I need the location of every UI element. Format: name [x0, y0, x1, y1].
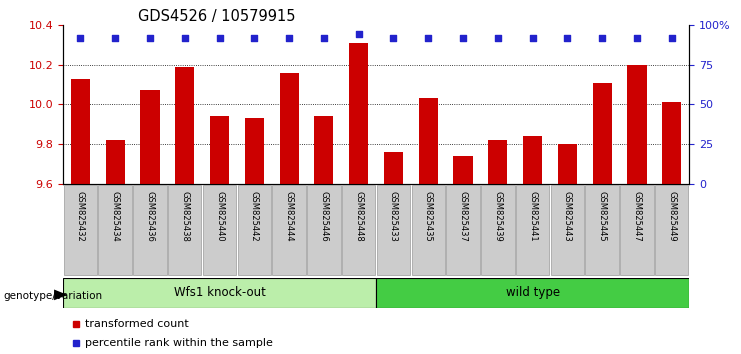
Bar	[585, 185, 619, 275]
Point	[74, 35, 86, 40]
Point	[353, 32, 365, 37]
Bar	[168, 185, 202, 275]
Point	[457, 35, 469, 40]
Text: GSM825433: GSM825433	[389, 192, 398, 242]
Text: GSM825436: GSM825436	[145, 192, 154, 242]
Point	[631, 35, 643, 40]
Point	[283, 35, 295, 40]
Bar	[106, 140, 124, 184]
Bar	[63, 278, 376, 308]
Point	[248, 35, 260, 40]
Text: GSM825437: GSM825437	[459, 192, 468, 242]
Text: GSM825434: GSM825434	[110, 192, 119, 242]
Bar	[376, 185, 411, 275]
Point	[562, 35, 574, 40]
Point	[527, 35, 539, 40]
Text: GSM825439: GSM825439	[494, 192, 502, 242]
Text: GSM825438: GSM825438	[180, 192, 189, 242]
Text: GSM825449: GSM825449	[667, 192, 677, 242]
Bar	[64, 185, 97, 275]
Text: GSM825432: GSM825432	[76, 192, 85, 242]
Point	[179, 35, 190, 40]
Point	[109, 35, 121, 40]
Bar	[349, 43, 368, 184]
Bar	[203, 185, 236, 275]
Bar	[628, 65, 646, 184]
Bar	[419, 98, 438, 184]
Bar	[273, 185, 306, 275]
Point	[144, 35, 156, 40]
Text: GSM825448: GSM825448	[354, 192, 363, 242]
Text: GSM825445: GSM825445	[598, 192, 607, 242]
Bar	[175, 67, 194, 184]
Bar	[620, 185, 654, 275]
Bar	[99, 185, 132, 275]
Bar	[238, 185, 271, 275]
Bar	[488, 140, 508, 184]
Text: GSM825447: GSM825447	[633, 192, 642, 242]
Bar	[140, 91, 159, 184]
Bar	[558, 144, 577, 184]
Bar	[662, 102, 681, 184]
Bar	[481, 185, 514, 275]
Text: GSM825435: GSM825435	[424, 192, 433, 242]
Text: GDS4526 / 10579915: GDS4526 / 10579915	[138, 8, 296, 24]
Polygon shape	[54, 290, 67, 300]
Point	[318, 35, 330, 40]
Point	[597, 35, 608, 40]
Bar	[453, 156, 473, 184]
Bar	[314, 116, 333, 184]
Bar	[411, 185, 445, 275]
Point	[666, 35, 678, 40]
Bar	[279, 73, 299, 184]
Bar	[245, 118, 264, 184]
Text: GSM825444: GSM825444	[285, 192, 293, 242]
Point	[492, 35, 504, 40]
Bar	[133, 185, 167, 275]
Text: wild type: wild type	[505, 286, 559, 299]
Text: Wfs1 knock-out: Wfs1 knock-out	[173, 286, 265, 299]
Bar	[342, 185, 376, 275]
Text: GSM825443: GSM825443	[563, 192, 572, 242]
Point	[213, 35, 225, 40]
Bar	[551, 185, 584, 275]
Bar	[523, 136, 542, 184]
Text: GSM825441: GSM825441	[528, 192, 537, 242]
Text: transformed count: transformed count	[85, 319, 189, 329]
Bar	[71, 79, 90, 184]
Text: GSM825442: GSM825442	[250, 192, 259, 242]
Text: genotype/variation: genotype/variation	[4, 291, 103, 301]
Bar	[308, 185, 341, 275]
Point	[422, 35, 434, 40]
Point	[388, 35, 399, 40]
Bar	[384, 152, 403, 184]
Bar	[376, 278, 689, 308]
Text: GSM825440: GSM825440	[215, 192, 224, 242]
Bar	[593, 82, 612, 184]
Bar	[210, 116, 229, 184]
Text: GSM825446: GSM825446	[319, 192, 328, 242]
Bar	[446, 185, 479, 275]
Bar	[655, 185, 688, 275]
Bar	[516, 185, 549, 275]
Text: percentile rank within the sample: percentile rank within the sample	[85, 338, 273, 348]
